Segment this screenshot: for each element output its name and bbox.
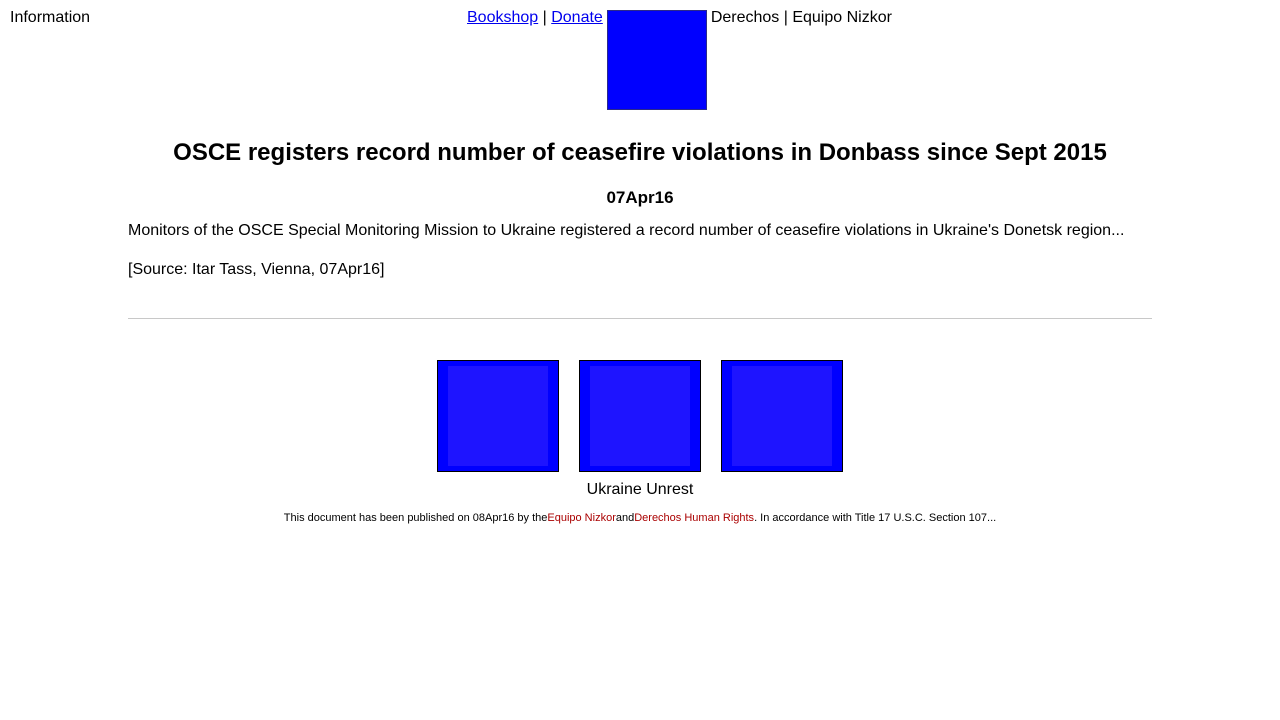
article-headline: OSCE registers record number of ceasefir… bbox=[173, 139, 1107, 166]
nav-separator: | bbox=[538, 9, 552, 26]
footer-middle: and bbox=[615, 512, 635, 524]
top-nav: Bookshop | Donate Derechos | Equipo Nizk… bbox=[467, 9, 892, 110]
gallery-image-2[interactable] bbox=[579, 360, 701, 472]
site-logo[interactable] bbox=[606, 10, 707, 110]
gallery-image-2-inner bbox=[590, 366, 690, 466]
gallery-image-3[interactable] bbox=[721, 360, 843, 472]
site-name-text: Derechos | Equipo Nizkor bbox=[710, 9, 892, 26]
image-gallery bbox=[437, 360, 843, 472]
gallery-image-3-inner bbox=[732, 366, 832, 466]
information-label: Information bbox=[10, 9, 91, 26]
article-date: 07Apr16 bbox=[606, 188, 674, 207]
top-bar: Information Bookshop | Donate Derechos |… bbox=[0, 0, 1280, 112]
gallery-image-1-inner bbox=[448, 366, 548, 466]
footer-notice: This document has been published on 08Ap… bbox=[0, 512, 1280, 524]
derechos-link[interactable]: Derechos Human Rights bbox=[634, 512, 755, 524]
equipo-nizkor-link[interactable]: Equipo Nizkor bbox=[547, 512, 616, 524]
bookshop-link[interactable]: Bookshop bbox=[467, 9, 539, 26]
horizontal-divider bbox=[128, 318, 1152, 319]
gallery-image-1[interactable] bbox=[437, 360, 559, 472]
donate-link[interactable]: Donate bbox=[551, 9, 603, 26]
footer-prefix: This document has been published on 08Ap… bbox=[283, 512, 548, 524]
footer-suffix: . In accordance with Title 17 U.S.C. Sec… bbox=[754, 512, 997, 524]
gallery-caption: Ukraine Unrest bbox=[586, 481, 694, 498]
article-source: [Source: Itar Tass, Vienna, 07Apr16] bbox=[128, 261, 385, 278]
article-summary: Monitors of the OSCE Special Monitoring … bbox=[128, 222, 1125, 239]
